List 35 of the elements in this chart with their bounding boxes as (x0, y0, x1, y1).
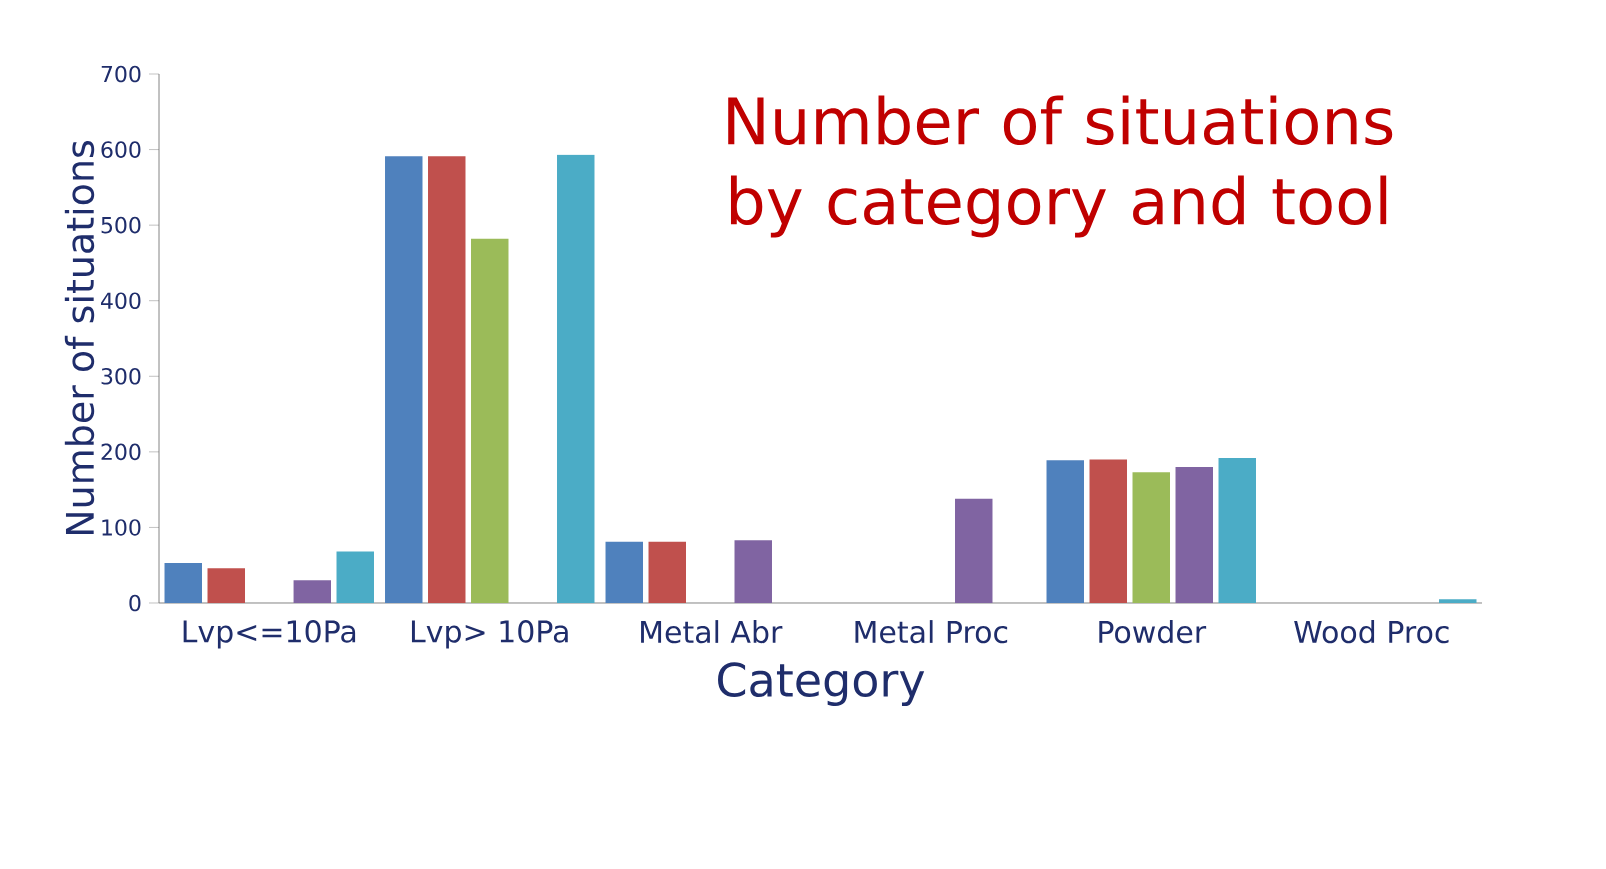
x-tick-label: Metal Proc (855, 620, 1008, 644)
bar (428, 156, 466, 603)
bar (207, 568, 246, 603)
bar (293, 580, 331, 603)
y-tick-label: 400 (101, 292, 141, 310)
y-tick-label: 100 (102, 519, 141, 536)
text: Number of situations by category and tool (728, 95, 1393, 238)
y-tick-label: 200 (101, 443, 141, 461)
bar (1132, 472, 1170, 603)
x-tick-label: Lvp> 10Pa (411, 620, 568, 649)
bar (1046, 460, 1084, 603)
bar (955, 498, 993, 603)
bar (734, 540, 772, 603)
y-tick-label: 500 (101, 216, 141, 234)
bar (648, 541, 686, 603)
y-tick-label: 300 (101, 367, 141, 385)
x-tick-label: Lvp<=10Pa (183, 620, 356, 649)
bar (1175, 466, 1213, 603)
bar (1089, 459, 1127, 603)
bar (471, 238, 509, 603)
y-tick-label: 0 (129, 594, 141, 612)
bar (336, 551, 374, 603)
bar (1439, 599, 1477, 603)
bar (385, 156, 423, 603)
y-tick-label: 600 (101, 141, 141, 158)
bar (557, 154, 595, 603)
bar (1218, 457, 1256, 603)
y-axis-title: Number of situations (64, 141, 95, 535)
x-axis-title: Category (718, 662, 925, 707)
bar (164, 562, 202, 603)
bar (605, 541, 644, 603)
x-tick-label: Metal Abr (641, 620, 783, 644)
x-tick-label: Wood Proc (1294, 620, 1449, 644)
x-tick-label: Powder (1099, 620, 1207, 644)
y-tick-label: 700 (101, 65, 141, 83)
